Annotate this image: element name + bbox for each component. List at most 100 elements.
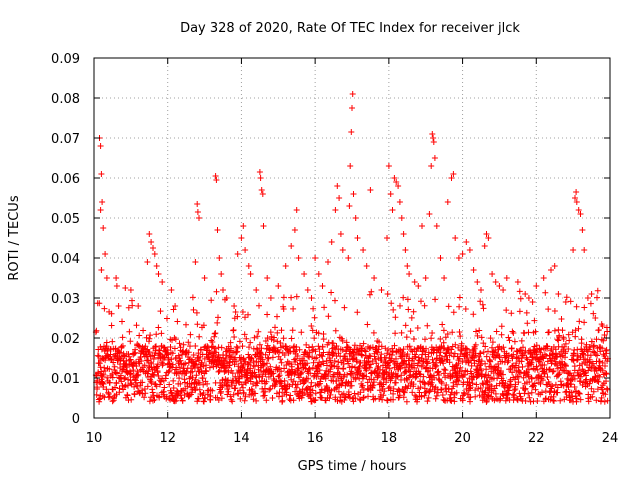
- data-point: [517, 295, 524, 302]
- data-point: [243, 335, 250, 342]
- data-point: [295, 365, 302, 372]
- data-point: [276, 349, 283, 356]
- data-point: [370, 382, 377, 389]
- data-point: [192, 259, 199, 265]
- data-point: [354, 371, 361, 378]
- data-point: [505, 390, 511, 397]
- x-tick-label: 14: [233, 431, 250, 446]
- data-point: [428, 335, 435, 342]
- data-point: [218, 395, 225, 402]
- data-point: [276, 372, 283, 379]
- data-point: [583, 376, 590, 383]
- data-point: [148, 379, 155, 386]
- data-point: [431, 374, 438, 381]
- data-point: [193, 372, 200, 379]
- data-point: [296, 374, 303, 381]
- data-point: [503, 307, 510, 314]
- data-point: [342, 394, 349, 401]
- data-point: [321, 304, 328, 311]
- data-point: [274, 366, 281, 373]
- data-point: [212, 173, 219, 179]
- data-point: [509, 363, 515, 370]
- data-point: [541, 370, 548, 377]
- data-point: [192, 386, 199, 393]
- data-point: [319, 353, 326, 360]
- data-point: [115, 348, 122, 355]
- data-point: [264, 275, 271, 281]
- y-tick-label: 0.03: [51, 292, 80, 307]
- data-point: [189, 368, 196, 375]
- data-point: [440, 360, 447, 367]
- data-point: [100, 381, 107, 387]
- data-point: [550, 368, 557, 374]
- data-point: [392, 314, 399, 321]
- data-point: [436, 372, 442, 378]
- data-point: [462, 306, 469, 312]
- data-point: [427, 372, 434, 378]
- data-point: [263, 397, 270, 404]
- data-point: [331, 358, 338, 364]
- data-point: [218, 271, 225, 277]
- data-point: [450, 309, 457, 316]
- data-point: [577, 211, 584, 217]
- data-point: [533, 351, 540, 358]
- data-point: [295, 255, 302, 261]
- y-tick-label: 0.01: [51, 372, 80, 387]
- data-point: [113, 380, 120, 387]
- data-point: [350, 191, 357, 197]
- data-point: [397, 302, 403, 309]
- data-point: [278, 359, 285, 366]
- data-point: [333, 385, 340, 391]
- data-point: [330, 340, 337, 347]
- data-point: [372, 356, 379, 363]
- data-point: [309, 387, 316, 394]
- data-point: [516, 288, 523, 295]
- data-point: [544, 374, 551, 380]
- data-point: [216, 255, 223, 261]
- data-point: [386, 365, 393, 372]
- data-point: [140, 327, 147, 334]
- data-point: [384, 235, 390, 241]
- data-point: [113, 283, 120, 289]
- data-point: [551, 327, 558, 334]
- data-point: [400, 394, 407, 401]
- data-point: [374, 349, 381, 356]
- data-point: [573, 395, 580, 402]
- data-point: [413, 348, 420, 355]
- data-point: [450, 171, 457, 177]
- data-point: [240, 384, 246, 391]
- data-point: [155, 271, 162, 277]
- data-point: [400, 231, 407, 237]
- data-point: [121, 376, 128, 382]
- data-point: [288, 361, 295, 368]
- x-tick-label: 18: [381, 431, 398, 446]
- data-point: [572, 327, 579, 334]
- data-point: [532, 386, 539, 393]
- data-point: [415, 360, 422, 367]
- data-point: [445, 303, 452, 310]
- data-point: [315, 362, 322, 369]
- data-point: [283, 343, 290, 350]
- data-point: [531, 317, 538, 324]
- data-point: [264, 311, 271, 318]
- data-point: [589, 393, 596, 400]
- data-point: [378, 343, 385, 350]
- data-point: [240, 223, 247, 229]
- data-point: [473, 381, 480, 388]
- data-point: [567, 298, 574, 305]
- data-point: [151, 251, 158, 257]
- data-point: [100, 371, 107, 378]
- data-point: [237, 357, 244, 364]
- data-point: [238, 235, 245, 241]
- data-point: [410, 308, 417, 315]
- data-point: [417, 384, 424, 391]
- data-point: [298, 329, 305, 336]
- data-point: [548, 267, 554, 273]
- data-point: [133, 322, 140, 329]
- data-point: [514, 279, 521, 285]
- data-point: [581, 319, 588, 326]
- data-point: [133, 363, 140, 369]
- data-point: [345, 379, 352, 386]
- data-point: [438, 378, 445, 385]
